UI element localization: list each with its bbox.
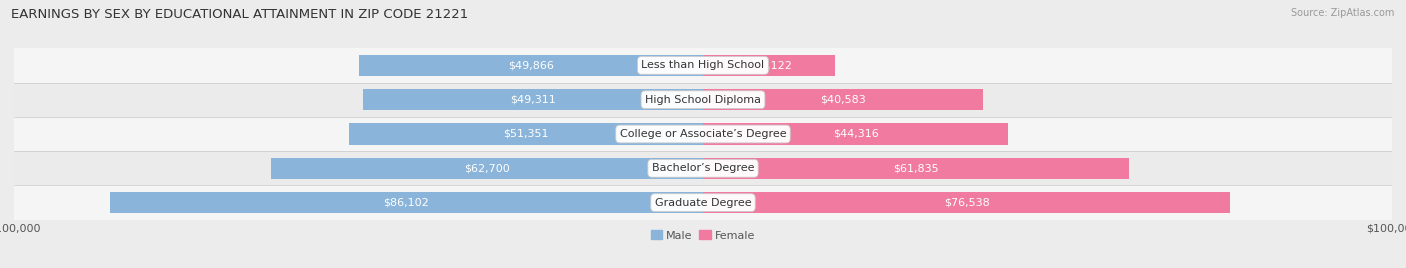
Bar <box>360 55 703 76</box>
Bar <box>271 158 703 179</box>
Text: $61,835: $61,835 <box>893 163 939 173</box>
Bar <box>703 192 1230 213</box>
Text: $44,316: $44,316 <box>832 129 879 139</box>
Text: $51,351: $51,351 <box>503 129 548 139</box>
Bar <box>14 48 1392 83</box>
Text: College or Associate’s Degree: College or Associate’s Degree <box>620 129 786 139</box>
Text: $86,102: $86,102 <box>384 198 429 208</box>
Bar <box>363 89 703 110</box>
Text: $49,866: $49,866 <box>509 60 554 70</box>
Text: EARNINGS BY SEX BY EDUCATIONAL ATTAINMENT IN ZIP CODE 21221: EARNINGS BY SEX BY EDUCATIONAL ATTAINMEN… <box>11 8 468 21</box>
Text: $62,700: $62,700 <box>464 163 510 173</box>
Text: $49,311: $49,311 <box>510 95 555 105</box>
Bar <box>14 83 1392 117</box>
Text: Source: ZipAtlas.com: Source: ZipAtlas.com <box>1291 8 1395 18</box>
Legend: Male, Female: Male, Female <box>647 226 759 245</box>
Bar <box>703 55 835 76</box>
Bar <box>14 151 1392 185</box>
Text: Graduate Degree: Graduate Degree <box>655 198 751 208</box>
Bar <box>703 158 1129 179</box>
Text: $76,538: $76,538 <box>943 198 990 208</box>
Text: Less than High School: Less than High School <box>641 60 765 70</box>
Text: $40,583: $40,583 <box>820 95 866 105</box>
Text: $19,122: $19,122 <box>747 60 792 70</box>
Bar <box>14 117 1392 151</box>
Text: Bachelor’s Degree: Bachelor’s Degree <box>652 163 754 173</box>
Bar <box>703 89 983 110</box>
Text: High School Diploma: High School Diploma <box>645 95 761 105</box>
Bar <box>110 192 703 213</box>
Bar <box>14 185 1392 220</box>
Bar <box>703 123 1008 145</box>
Bar <box>349 123 703 145</box>
